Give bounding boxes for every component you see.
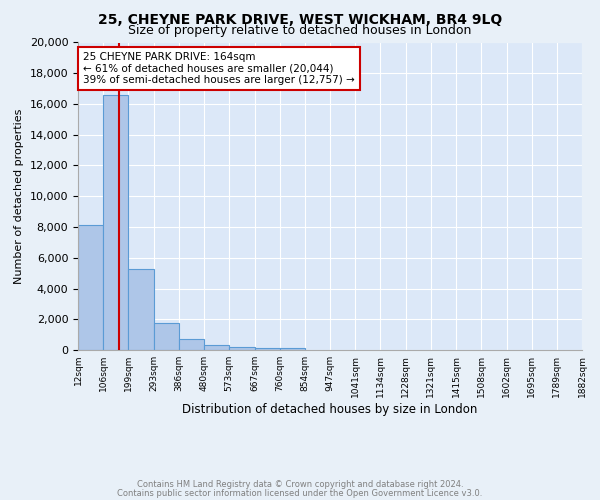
X-axis label: Distribution of detached houses by size in London: Distribution of detached houses by size …: [182, 402, 478, 415]
Bar: [254, 348, 280, 350]
Bar: [78, 226, 103, 350]
Bar: [128, 268, 154, 350]
Bar: [280, 348, 305, 350]
Bar: [179, 339, 204, 350]
Text: 25 CHEYNE PARK DRIVE: 164sqm
← 61% of detached houses are smaller (20,044)
39% o: 25 CHEYNE PARK DRIVE: 164sqm ← 61% of de…: [83, 52, 355, 85]
Text: Size of property relative to detached houses in London: Size of property relative to detached ho…: [128, 24, 472, 37]
Bar: [154, 323, 179, 350]
Text: Contains HM Land Registry data © Crown copyright and database right 2024.: Contains HM Land Registry data © Crown c…: [137, 480, 463, 489]
Y-axis label: Number of detached properties: Number of detached properties: [14, 108, 24, 284]
Text: 25, CHEYNE PARK DRIVE, WEST WICKHAM, BR4 9LQ: 25, CHEYNE PARK DRIVE, WEST WICKHAM, BR4…: [98, 12, 502, 26]
Bar: [229, 347, 254, 350]
Bar: [103, 95, 128, 350]
Bar: [204, 346, 229, 350]
Text: Contains public sector information licensed under the Open Government Licence v3: Contains public sector information licen…: [118, 488, 482, 498]
